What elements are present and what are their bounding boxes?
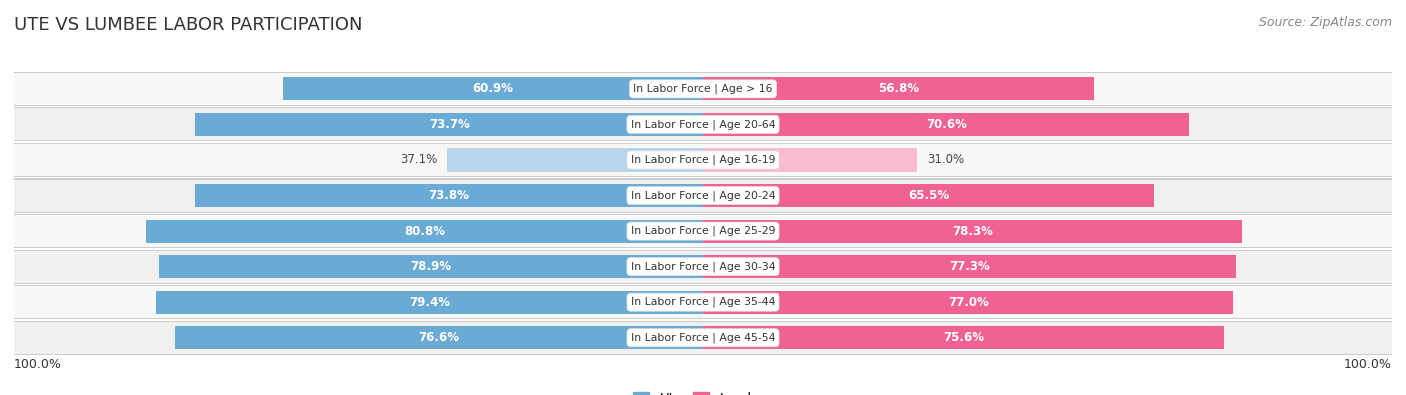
Bar <box>447 149 703 171</box>
Text: 60.9%: 60.9% <box>472 83 513 95</box>
Text: 78.9%: 78.9% <box>411 260 451 273</box>
Text: 56.8%: 56.8% <box>879 83 920 95</box>
Bar <box>14 215 1392 247</box>
Text: 100.0%: 100.0% <box>1344 358 1392 371</box>
Bar <box>14 250 1392 282</box>
Text: 37.1%: 37.1% <box>399 154 437 166</box>
Text: 100.0%: 100.0% <box>14 358 62 371</box>
Bar <box>14 179 1392 211</box>
Text: Source: ZipAtlas.com: Source: ZipAtlas.com <box>1258 16 1392 29</box>
Text: 77.0%: 77.0% <box>948 296 988 308</box>
Text: 65.5%: 65.5% <box>908 189 949 202</box>
Bar <box>156 291 703 314</box>
Text: 75.6%: 75.6% <box>943 331 984 344</box>
Bar <box>14 322 1392 354</box>
Text: In Labor Force | Age 45-54: In Labor Force | Age 45-54 <box>631 333 775 343</box>
Text: In Labor Force | Age 35-44: In Labor Force | Age 35-44 <box>631 297 775 307</box>
Bar <box>14 144 1392 176</box>
Bar <box>284 77 703 100</box>
Text: 76.6%: 76.6% <box>419 331 460 344</box>
Text: In Labor Force | Age > 16: In Labor Force | Age > 16 <box>633 84 773 94</box>
Bar <box>703 220 1243 243</box>
Text: 78.3%: 78.3% <box>952 225 993 237</box>
Bar <box>703 77 1094 100</box>
Bar <box>11 143 1395 177</box>
Bar <box>703 149 917 171</box>
Bar <box>14 73 1392 105</box>
Text: In Labor Force | Age 16-19: In Labor Force | Age 16-19 <box>631 155 775 165</box>
Text: In Labor Force | Age 20-64: In Labor Force | Age 20-64 <box>631 119 775 130</box>
Bar <box>703 113 1189 136</box>
Bar <box>194 184 703 207</box>
Bar <box>11 285 1395 319</box>
Text: 80.8%: 80.8% <box>404 225 446 237</box>
Bar <box>11 107 1395 141</box>
Text: 70.6%: 70.6% <box>925 118 967 131</box>
Text: In Labor Force | Age 25-29: In Labor Force | Age 25-29 <box>631 226 775 236</box>
Text: 77.3%: 77.3% <box>949 260 990 273</box>
Bar <box>11 321 1395 355</box>
Bar <box>11 250 1395 284</box>
Text: 73.7%: 73.7% <box>429 118 470 131</box>
Text: 73.8%: 73.8% <box>429 189 470 202</box>
Bar <box>14 108 1392 141</box>
Text: In Labor Force | Age 20-24: In Labor Force | Age 20-24 <box>631 190 775 201</box>
Text: UTE VS LUMBEE LABOR PARTICIPATION: UTE VS LUMBEE LABOR PARTICIPATION <box>14 16 363 34</box>
Bar <box>195 113 703 136</box>
Bar <box>703 255 1236 278</box>
Bar <box>176 326 703 349</box>
Bar <box>703 291 1233 314</box>
Bar <box>159 255 703 278</box>
Legend: Ute, Lumbee: Ute, Lumbee <box>627 385 779 395</box>
Bar <box>11 214 1395 248</box>
Bar <box>703 184 1154 207</box>
Bar <box>703 326 1223 349</box>
Text: In Labor Force | Age 30-34: In Labor Force | Age 30-34 <box>631 261 775 272</box>
Text: 79.4%: 79.4% <box>409 296 450 308</box>
Bar <box>11 72 1395 106</box>
Bar <box>11 179 1395 213</box>
Text: 31.0%: 31.0% <box>927 154 965 166</box>
Bar <box>146 220 703 243</box>
Bar <box>14 286 1392 318</box>
